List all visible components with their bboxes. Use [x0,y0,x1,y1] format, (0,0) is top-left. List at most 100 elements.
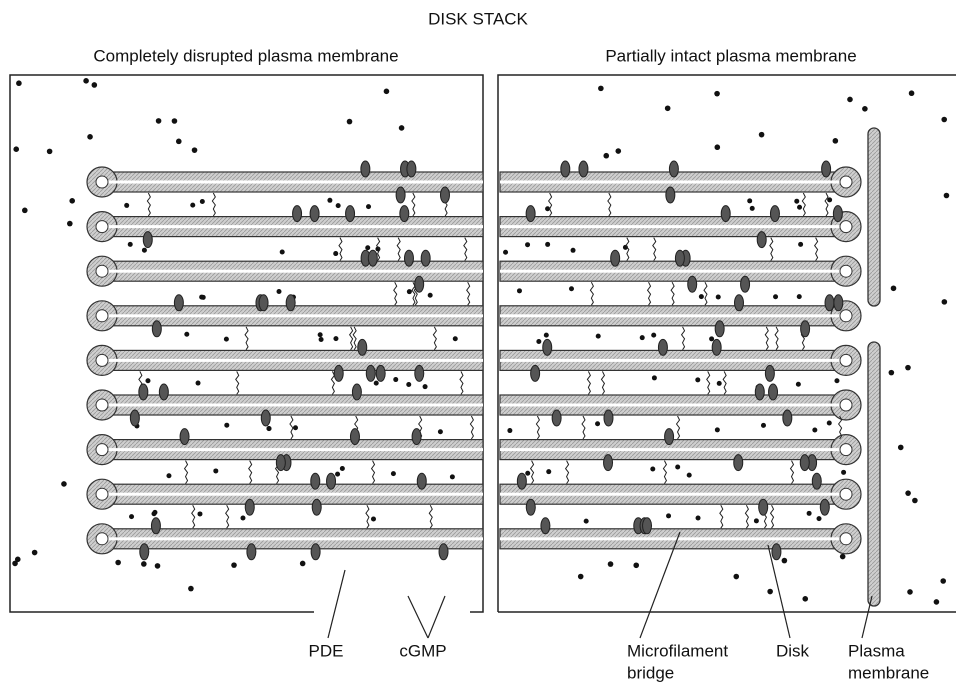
microfilament-bridge [586,371,591,395]
cgmp-dot [695,377,701,383]
pde [525,205,536,223]
pde [292,205,303,223]
cgmp-dot [516,288,522,294]
label-membrane: membrane [848,663,929,682]
disk-rim-hole [839,220,853,234]
microfilament-bridge [211,192,216,217]
cgmp-dot [188,585,194,592]
pde [275,454,286,472]
microfilament-bridge [719,504,724,529]
pde [720,205,731,223]
pde [740,275,751,293]
pde [800,320,811,338]
cgmp-dot [650,466,656,472]
cgmp-dot [61,481,67,487]
cgmp-dot [398,125,405,131]
pde [411,428,422,446]
cgmp-dot [87,134,93,140]
cgmp-dot [546,469,552,475]
pde [129,409,140,427]
disk-rim-hole [839,353,853,367]
disk-rim-hole [95,353,109,367]
cgmp-dot [452,336,458,342]
cgmp-dot [709,336,715,342]
microfilament-bridge [365,504,370,529]
disk-lumen [500,448,846,452]
cgmp-dot [151,511,157,517]
pde [768,383,779,401]
microfilament-bridge [607,192,612,217]
microfilament-bridge [146,192,151,217]
microfilament-bridge [589,281,594,306]
cgmp-dot [240,515,246,521]
pde [399,205,410,223]
disk-lumen [102,403,483,407]
disk-rim-hole [839,398,853,412]
pde [139,543,150,561]
pde [560,160,571,178]
cgmp-dot [406,289,412,295]
pde [603,454,614,472]
pde [420,249,431,267]
pde [811,472,822,490]
cgmp-dot [812,427,818,433]
cgmp-dot [607,561,614,567]
cgmp-dot [651,375,657,381]
pde [824,294,835,312]
cgmp-dot [695,515,701,521]
cgmp-dot [806,510,812,516]
cgmp-dot [888,369,895,376]
microfilament-bridge [432,326,437,351]
cgmp-dot [276,288,282,294]
microfilament-bridge [463,237,468,261]
cgmp-dot [14,556,21,563]
disk-rim-hole [95,309,109,323]
pde [711,338,722,356]
cgmp-dot [365,245,371,251]
cgmp-dot [224,422,230,428]
cgmp-dot [767,588,773,595]
cgmp-dot [583,518,589,524]
pde [309,205,320,223]
disk-lumen [500,180,846,184]
cgmp-dot [422,384,428,390]
pde [551,409,562,427]
disk-lumen [102,269,483,273]
pde [138,383,149,401]
cgmp-dot [335,203,341,209]
pde [403,249,414,267]
microfilament-bridge [375,237,381,261]
microfilament-bridge [837,415,843,440]
disk-lumen [102,492,483,496]
disk-rim-hole [95,220,109,234]
pde [414,364,425,382]
cgmp-dot [141,247,147,253]
cgmp-dot [69,198,76,204]
cgmp-dot [191,147,198,153]
cgmp-dot [912,497,918,504]
pde [349,428,360,446]
pde [406,160,417,178]
cgmp-dot [199,199,205,205]
cgmp-dot [437,429,443,435]
cgmp-dot [802,596,809,602]
pde [179,428,190,446]
microfilament-bridge [370,460,376,484]
pde [395,186,406,204]
cgmp-dot [175,138,182,145]
disk-rim-hole [839,264,853,278]
cgmp-dot [390,471,396,477]
cgmp-dot [503,249,509,255]
cgmp-dot [171,118,178,124]
cgmp-dot [753,518,759,524]
pde [714,320,725,338]
pde [260,409,271,427]
cgmp-dot [197,511,203,517]
cgmp-dot [832,138,839,144]
pde [142,231,153,249]
microfilament-bridge [581,415,586,440]
cgmp-dot [231,562,237,568]
pde [578,160,589,178]
title: DISK STACK [428,9,528,28]
cgmp-dot [333,336,339,342]
